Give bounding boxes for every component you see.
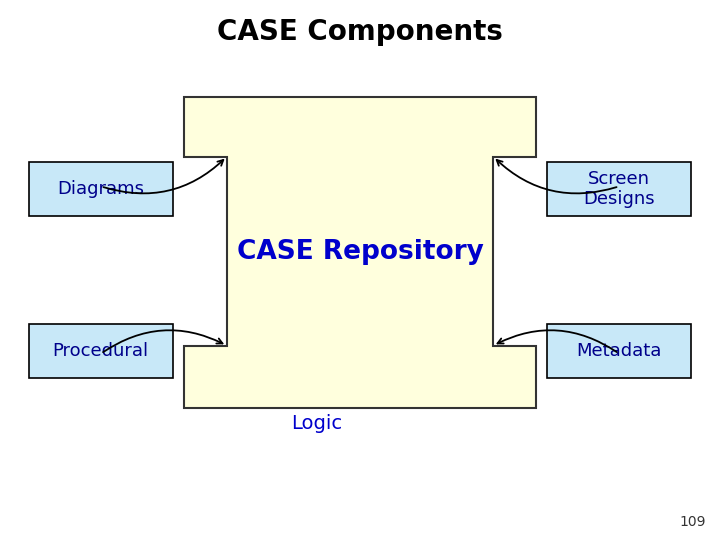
Text: Screen
Designs: Screen Designs bbox=[583, 170, 655, 208]
Text: Procedural: Procedural bbox=[53, 342, 149, 360]
FancyBboxPatch shape bbox=[547, 324, 691, 378]
Text: CASE Components: CASE Components bbox=[217, 18, 503, 46]
Text: CASE Repository: CASE Repository bbox=[237, 239, 483, 266]
Text: Metadata: Metadata bbox=[577, 342, 662, 360]
Text: 109: 109 bbox=[679, 515, 706, 529]
FancyBboxPatch shape bbox=[29, 162, 173, 216]
Text: Logic: Logic bbox=[291, 414, 343, 434]
FancyBboxPatch shape bbox=[29, 324, 173, 378]
Polygon shape bbox=[184, 97, 536, 408]
FancyBboxPatch shape bbox=[547, 162, 691, 216]
Text: Diagrams: Diagrams bbox=[58, 180, 144, 198]
